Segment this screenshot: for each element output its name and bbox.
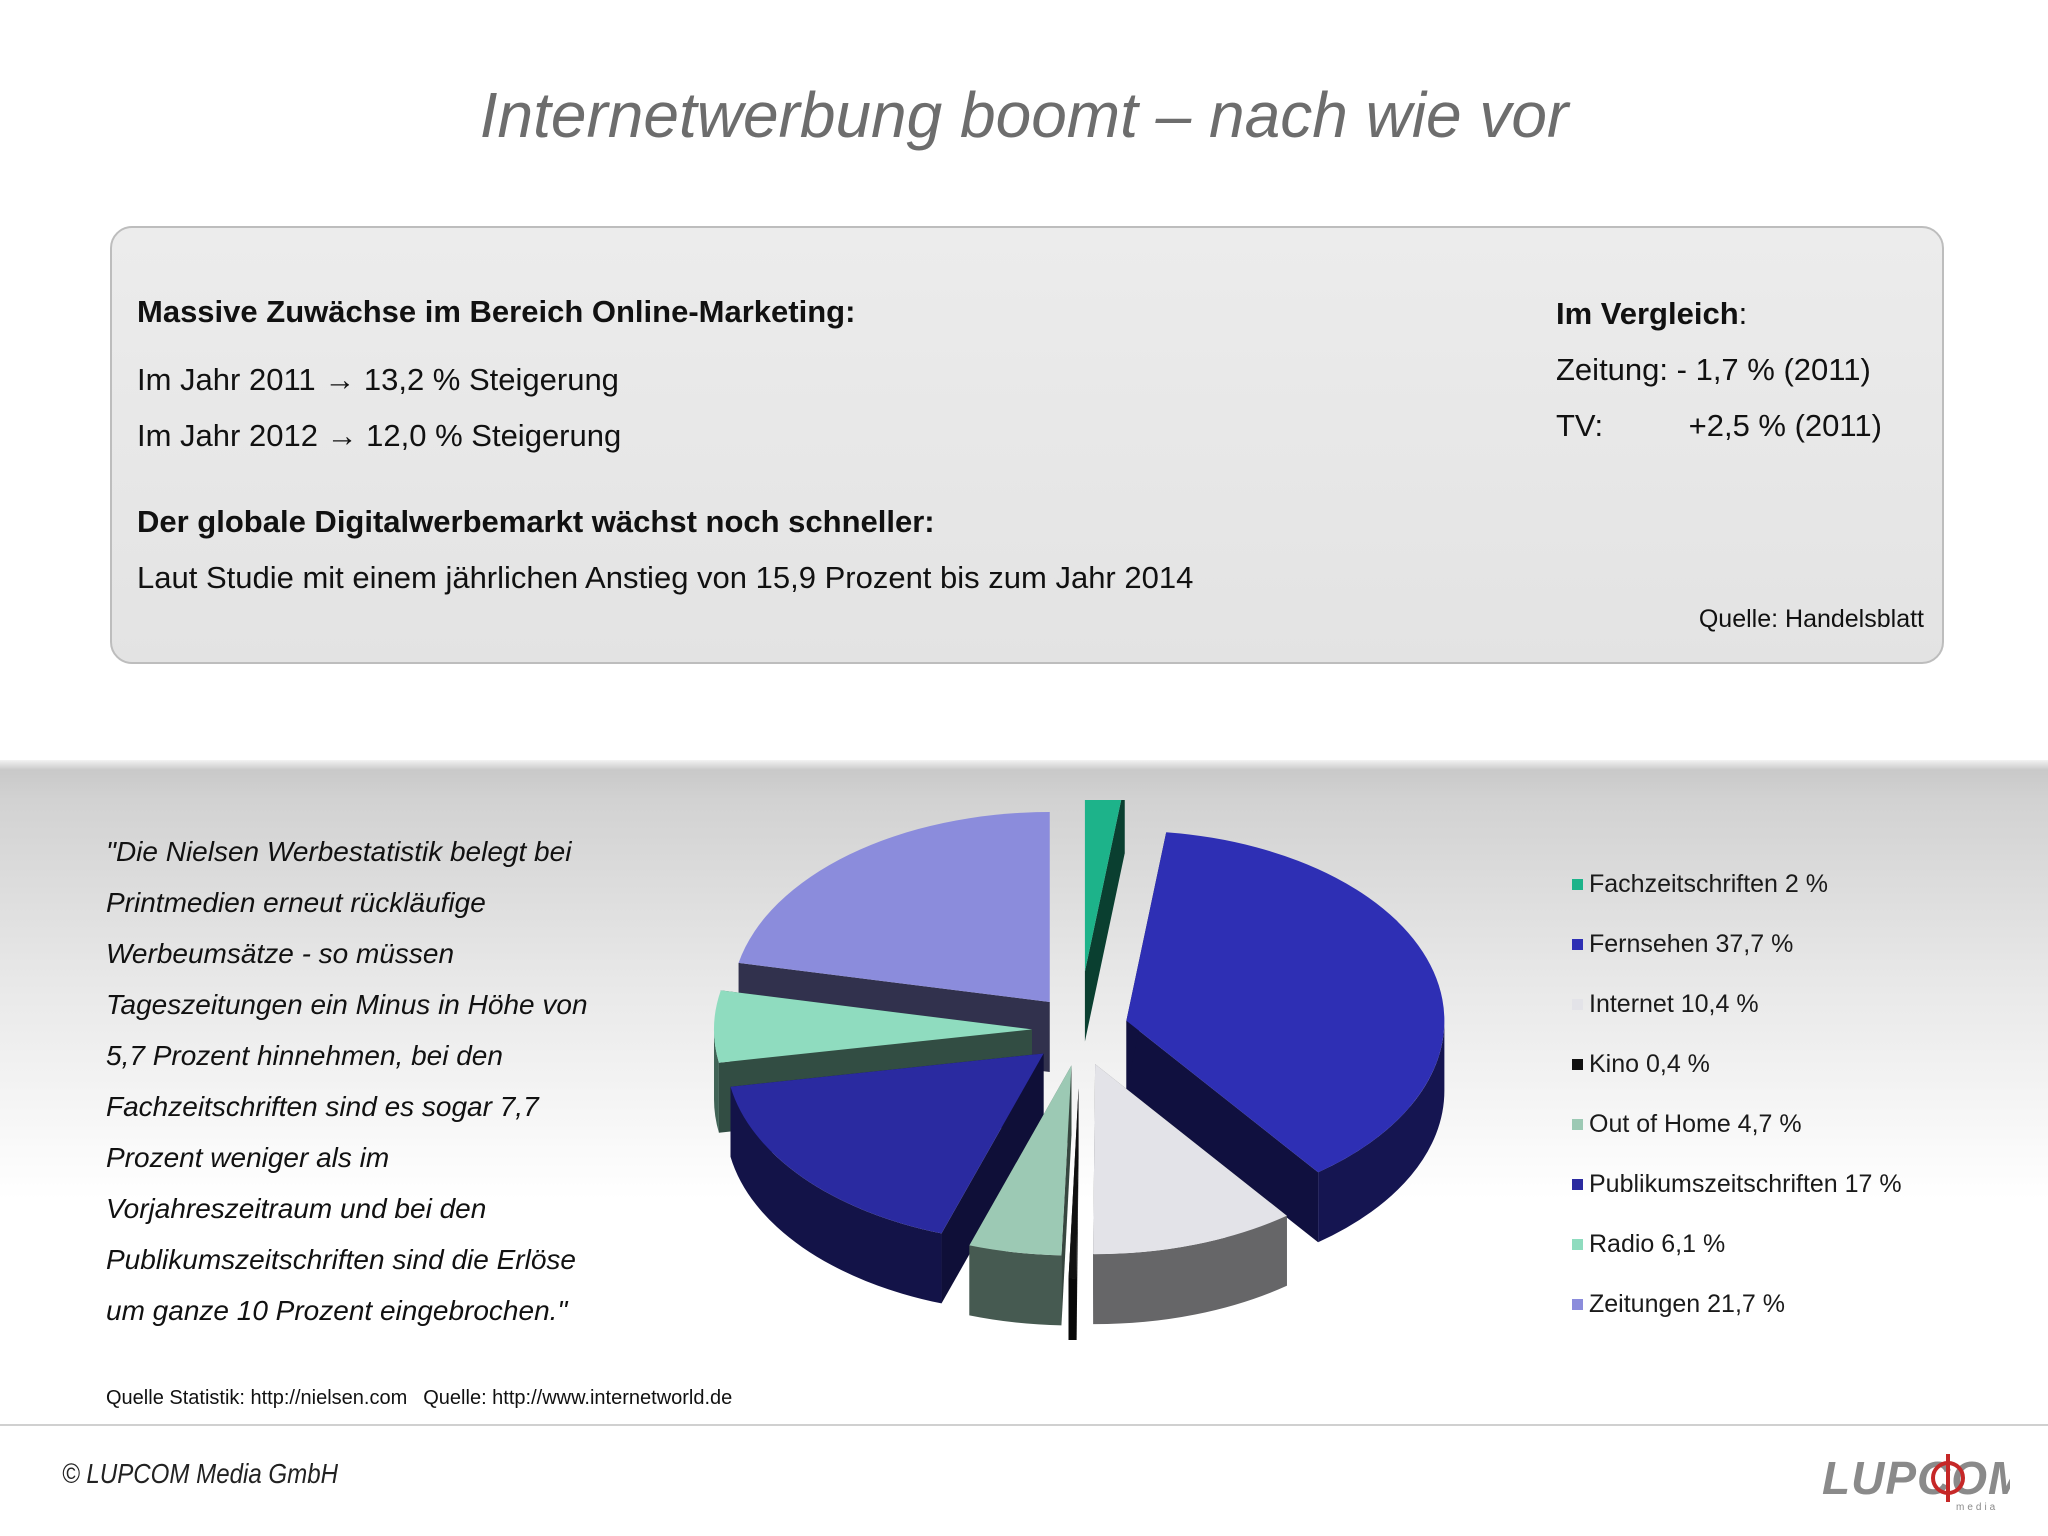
pie-slice-top: [969, 1065, 1072, 1256]
quote-line: "Die Nielsen Werbestatistik belegt bei: [106, 836, 572, 867]
pie-slice-wall: [1084, 800, 1125, 1042]
statistics-sources: Quelle Statistik: http://nielsen.com Quel…: [106, 1387, 732, 1410]
pie-slice-top: [714, 990, 1033, 1063]
pie-slice-kino: [1068, 1088, 1079, 1340]
pie-slice-top: [1084, 800, 1122, 972]
legend-swatch: [1572, 938, 1583, 950]
quote-line: um ganze 10 Prozent eingebrochen.": [106, 1295, 568, 1326]
compare-value-zeitung: - 1,7 % (2011): [1676, 352, 1871, 387]
quote-line: 5,7 Prozent hinnehmen, bei den: [106, 1040, 503, 1071]
legend-swatch: [1572, 1298, 1583, 1310]
pie-slice-wall: [1126, 1020, 1319, 1243]
compare-row-zeitung: Zeitung: - 1,7 % (2011): [1556, 352, 1871, 388]
source-handelsblatt: Quelle: Handelsblatt: [1698, 605, 1924, 633]
nielsen-quote: "Die Nielsen Werbestatistik belegt bei P…: [106, 826, 666, 1336]
compare-heading-label: Im Vergleich: [1556, 296, 1739, 331]
legend-item-fachzeitschriften: Fachzeitschriften 2 %: [1572, 854, 1902, 914]
pie-chart: [714, 800, 1445, 1340]
legend-label: Radio 6,1 %: [1589, 1229, 1726, 1258]
legend-item-radio: Radio 6,1 %: [1572, 1214, 1902, 1274]
pie-slice-wall: [1061, 1065, 1072, 1326]
legend-item-fernsehen: Fernsehen 37,7 %: [1572, 914, 1902, 974]
pie-slice-top: [1068, 1088, 1079, 1279]
quote-line: Publikumszeitschriften sind die Erlöse: [106, 1244, 576, 1275]
info-heading-online-marketing: Massive Zuwächse im Bereich Online-Marke…: [137, 294, 856, 329]
slide-title: Internetwerbung boomt – nach wie vor: [479, 79, 1569, 151]
pie-slice-top: [730, 1053, 1044, 1234]
pie-slice-top: [1126, 832, 1445, 1173]
pie-slice-wall: [1093, 1215, 1287, 1325]
legend-swatch: [1572, 1058, 1583, 1070]
pie-slice-internet: [1093, 1064, 1287, 1325]
compare-label-tv: TV:: [1556, 408, 1604, 443]
footer-divider: [0, 1424, 2048, 1426]
compare-row-tv: TV: +2,5 % (2011): [1556, 408, 1882, 444]
legend-swatch: [1572, 1118, 1583, 1130]
compare-heading: Im Vergleich:: [1556, 296, 1747, 332]
legend-label: Out of Home 4,7 %: [1589, 1109, 1802, 1138]
info-line-2012: Im Jahr 2012 → 12,0 % Steigerung: [137, 418, 622, 453]
info-line-study: Laut Studie mit einem jährlichen Anstieg…: [137, 560, 1194, 595]
chart-legend: Fachzeitschriften 2 % Fernsehen 37,7 % I…: [1572, 854, 1902, 1334]
legend-item-internet: Internet 10,4 %: [1572, 974, 1902, 1034]
svg-text:LUPCOM: LUPCOM: [1822, 1452, 2010, 1504]
pie-slice-wall: [1318, 1020, 1445, 1243]
legend-item-kino: Kino 0,4 %: [1572, 1034, 1902, 1094]
legend-item-publikumszeitschriften: Publikumszeitschriften 17 %: [1572, 1154, 1902, 1214]
legend-swatch: [1572, 998, 1583, 1010]
legend-swatch: [1572, 1178, 1583, 1190]
source-nielsen: Quelle Statistik: http://nielsen.com: [106, 1387, 408, 1409]
info-heading-digital-market: Der globale Digitalwerbemarkt wächst noc…: [137, 504, 935, 539]
compare-value-tv: +2,5 % (2011): [1688, 408, 1882, 443]
legend-label: Publikumszeitschriften 17 %: [1589, 1169, 1902, 1198]
quote-line: Werbeumsätze - so müssen: [106, 938, 455, 969]
pie-slice-fernsehen: [1126, 832, 1445, 1243]
legend-item-zeitungen: Zeitungen 21,7 %: [1572, 1274, 1902, 1334]
legend-item-out-of-home: Out of Home 4,7 %: [1572, 1094, 1902, 1154]
pie-slice-top: [738, 812, 1050, 1003]
legend-label: Zeitungen 21,7 %: [1589, 1289, 1785, 1318]
pie-slice-publikumszeitschriften: [730, 1053, 1044, 1304]
quote-line: Fachzeitschriften sind es sogar 7,7: [106, 1091, 539, 1122]
compare-label-zeitung: Zeitung:: [1556, 352, 1669, 387]
svg-text:media: media: [1956, 1502, 1998, 1512]
pie-slice-fachzeitschriften: [1084, 800, 1125, 1042]
quote-line: Vorjahreszeitraum und bei den: [106, 1193, 487, 1224]
pie-slice-wall: [941, 1053, 1044, 1304]
info-line-2011: Im Jahr 2011 → 13,2 % Steigerung: [137, 362, 619, 397]
legend-label: Internet 10,4 %: [1589, 989, 1759, 1018]
pie-slice-top: [1093, 1064, 1287, 1255]
legend-swatch: [1572, 878, 1583, 890]
legend-label: Fernsehen 37,7 %: [1589, 929, 1794, 958]
source-internetworld: Quelle: http://www.internetworld.de: [423, 1387, 733, 1409]
pie-slice-wall: [714, 1029, 719, 1133]
pie-slice-out-of-home: [969, 1065, 1072, 1326]
compare-heading-colon: :: [1738, 296, 1748, 331]
pie-slice-wall: [1076, 1088, 1079, 1340]
copyright: © LUPCOM Media GmbH: [62, 1458, 338, 1489]
legend-swatch: [1572, 1238, 1583, 1250]
pie-slice-wall: [730, 1086, 942, 1304]
legend-label: Kino 0,4 %: [1589, 1049, 1710, 1078]
quote-line: Printmedien erneut rückläufige: [106, 887, 486, 918]
lupcom-logo: LUPCOM media: [1822, 1452, 2010, 1512]
legend-label: Fachzeitschriften 2 %: [1589, 869, 1828, 898]
quote-line: Prozent weniger als im: [106, 1142, 390, 1173]
info-box: Massive Zuwächse im Bereich Online-Marke…: [110, 226, 1944, 664]
quote-line: Tageszeitungen ein Minus in Höhe von: [106, 989, 588, 1020]
pie-slice-wall: [1068, 1278, 1077, 1340]
pie-slice-wall: [969, 1245, 1062, 1326]
